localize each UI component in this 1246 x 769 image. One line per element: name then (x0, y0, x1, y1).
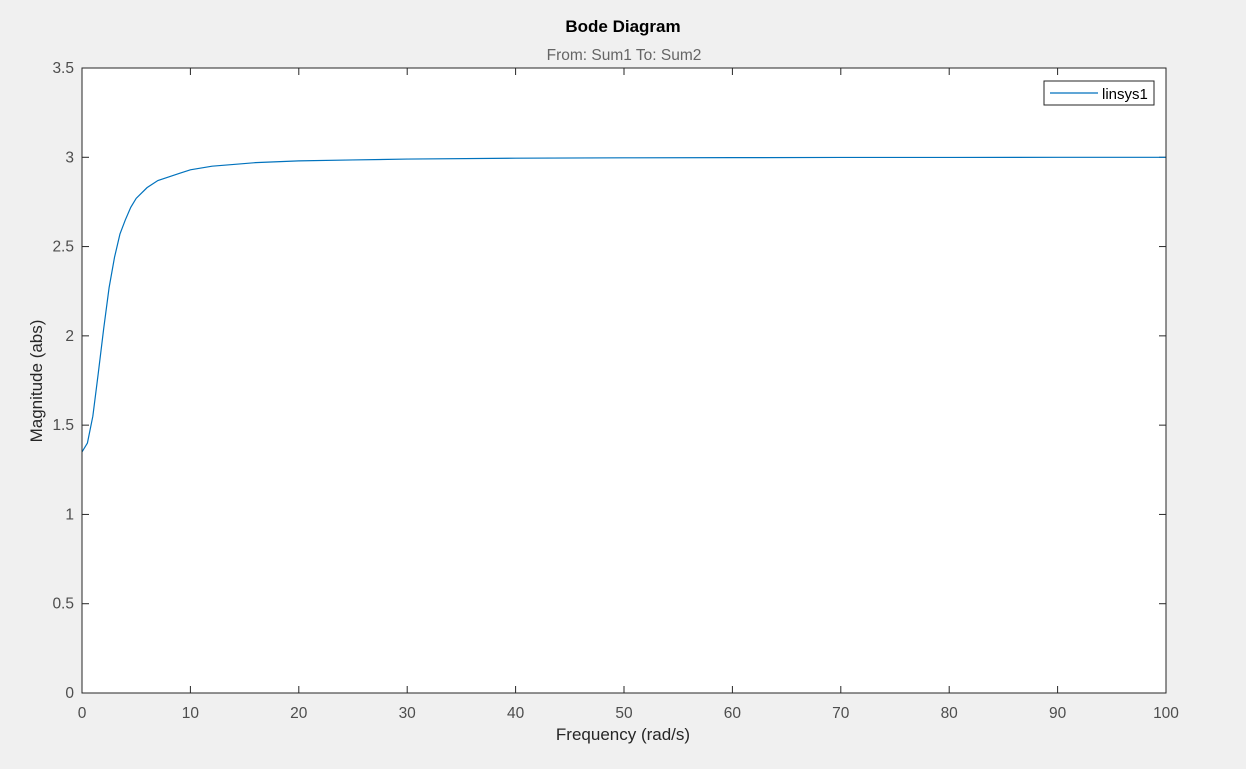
x-tick-label: 100 (1153, 705, 1179, 722)
legend: linsys1 (1043, 80, 1155, 106)
y-tick-label: 2.5 (52, 239, 74, 256)
x-tick-label: 60 (724, 705, 742, 722)
x-tick-label: 10 (182, 705, 200, 722)
plot-frame (81, 67, 1167, 694)
x-tick-label: 20 (290, 705, 308, 722)
series-line-linsys1 (81, 156, 1166, 453)
x-axis-label: Frequency (rad/s) (556, 725, 690, 744)
chart-title: Bode Diagram (565, 17, 680, 36)
x-tick-label: 90 (1049, 705, 1067, 722)
tick-labels: 0 10 20 30 40 50 60 70 80 90 100 0 0.5 1 1.5 2 2.5 3 3.5 (52, 60, 1179, 722)
y-tick-label: 3 (65, 149, 74, 166)
y-tick-label: 0.5 (52, 596, 74, 613)
y-tick-label: 0 (65, 685, 74, 702)
plot-area (82, 68, 1166, 693)
chart-subtitle: From: Sum1 To: Sum2 (547, 47, 702, 64)
x-tick-label: 70 (832, 705, 850, 722)
x-tick-label: 50 (615, 705, 633, 722)
legend-label: linsys1 (1102, 86, 1148, 103)
y-axis-label: Magnitude (abs) (27, 320, 46, 443)
x-tick-label: 0 (78, 705, 87, 722)
x-tick-label: 40 (507, 705, 525, 722)
y-tick-label: 1 (65, 506, 74, 523)
y-tick-label: 3.5 (52, 60, 74, 77)
x-tick-label: 30 (399, 705, 417, 722)
y-tick-label: 2 (65, 328, 74, 345)
x-tick-label: 80 (941, 705, 959, 722)
y-tick-label: 1.5 (52, 417, 74, 434)
